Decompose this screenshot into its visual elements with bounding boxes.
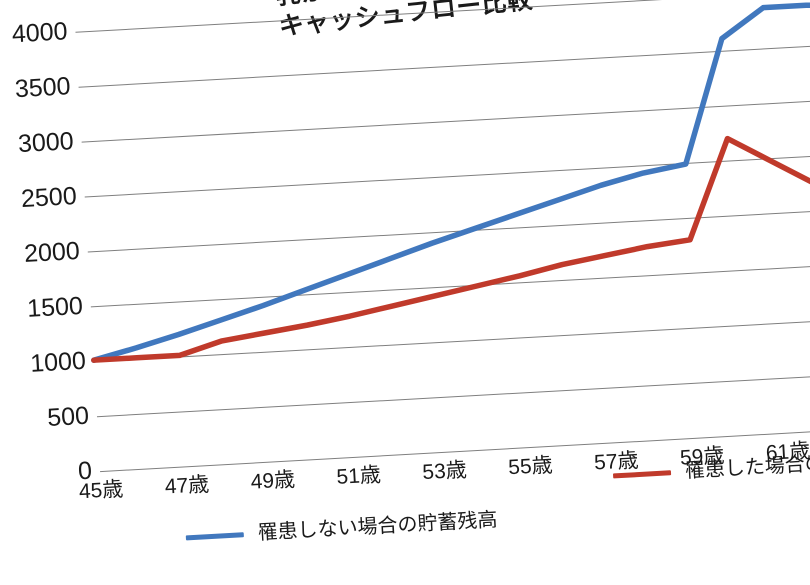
- x-axis-tick-label: 55歳: [507, 453, 554, 480]
- y-axis-tick-label: 2000: [23, 236, 81, 268]
- x-axis-tick-label: 49歳: [250, 468, 296, 494]
- y-axis-tick-label: 500: [46, 401, 90, 432]
- legend-swatch-red: [612, 469, 672, 478]
- y-axis-tick-label: 3500: [14, 72, 72, 104]
- x-axis-tick-label: 45歳: [78, 477, 124, 504]
- x-axis-tick-label: 51歳: [335, 463, 382, 489]
- y-axis-tick-label: 3000: [17, 127, 75, 159]
- series-layer: [91, 0, 810, 363]
- y-axis-tick-label: 2500: [20, 182, 78, 214]
- x-axis-tick-label: 53歳: [421, 458, 468, 485]
- y-axis-tick-label: 4000: [11, 17, 69, 49]
- series-line-illness: [91, 135, 810, 363]
- series-line-no-illness: [91, 0, 810, 363]
- x-axis-tick-label: 47歳: [164, 473, 210, 499]
- legend-swatch-blue: [185, 531, 244, 540]
- y-axis-tick-label: 1500: [26, 291, 84, 323]
- y-axis-tick-label: 1000: [29, 346, 87, 378]
